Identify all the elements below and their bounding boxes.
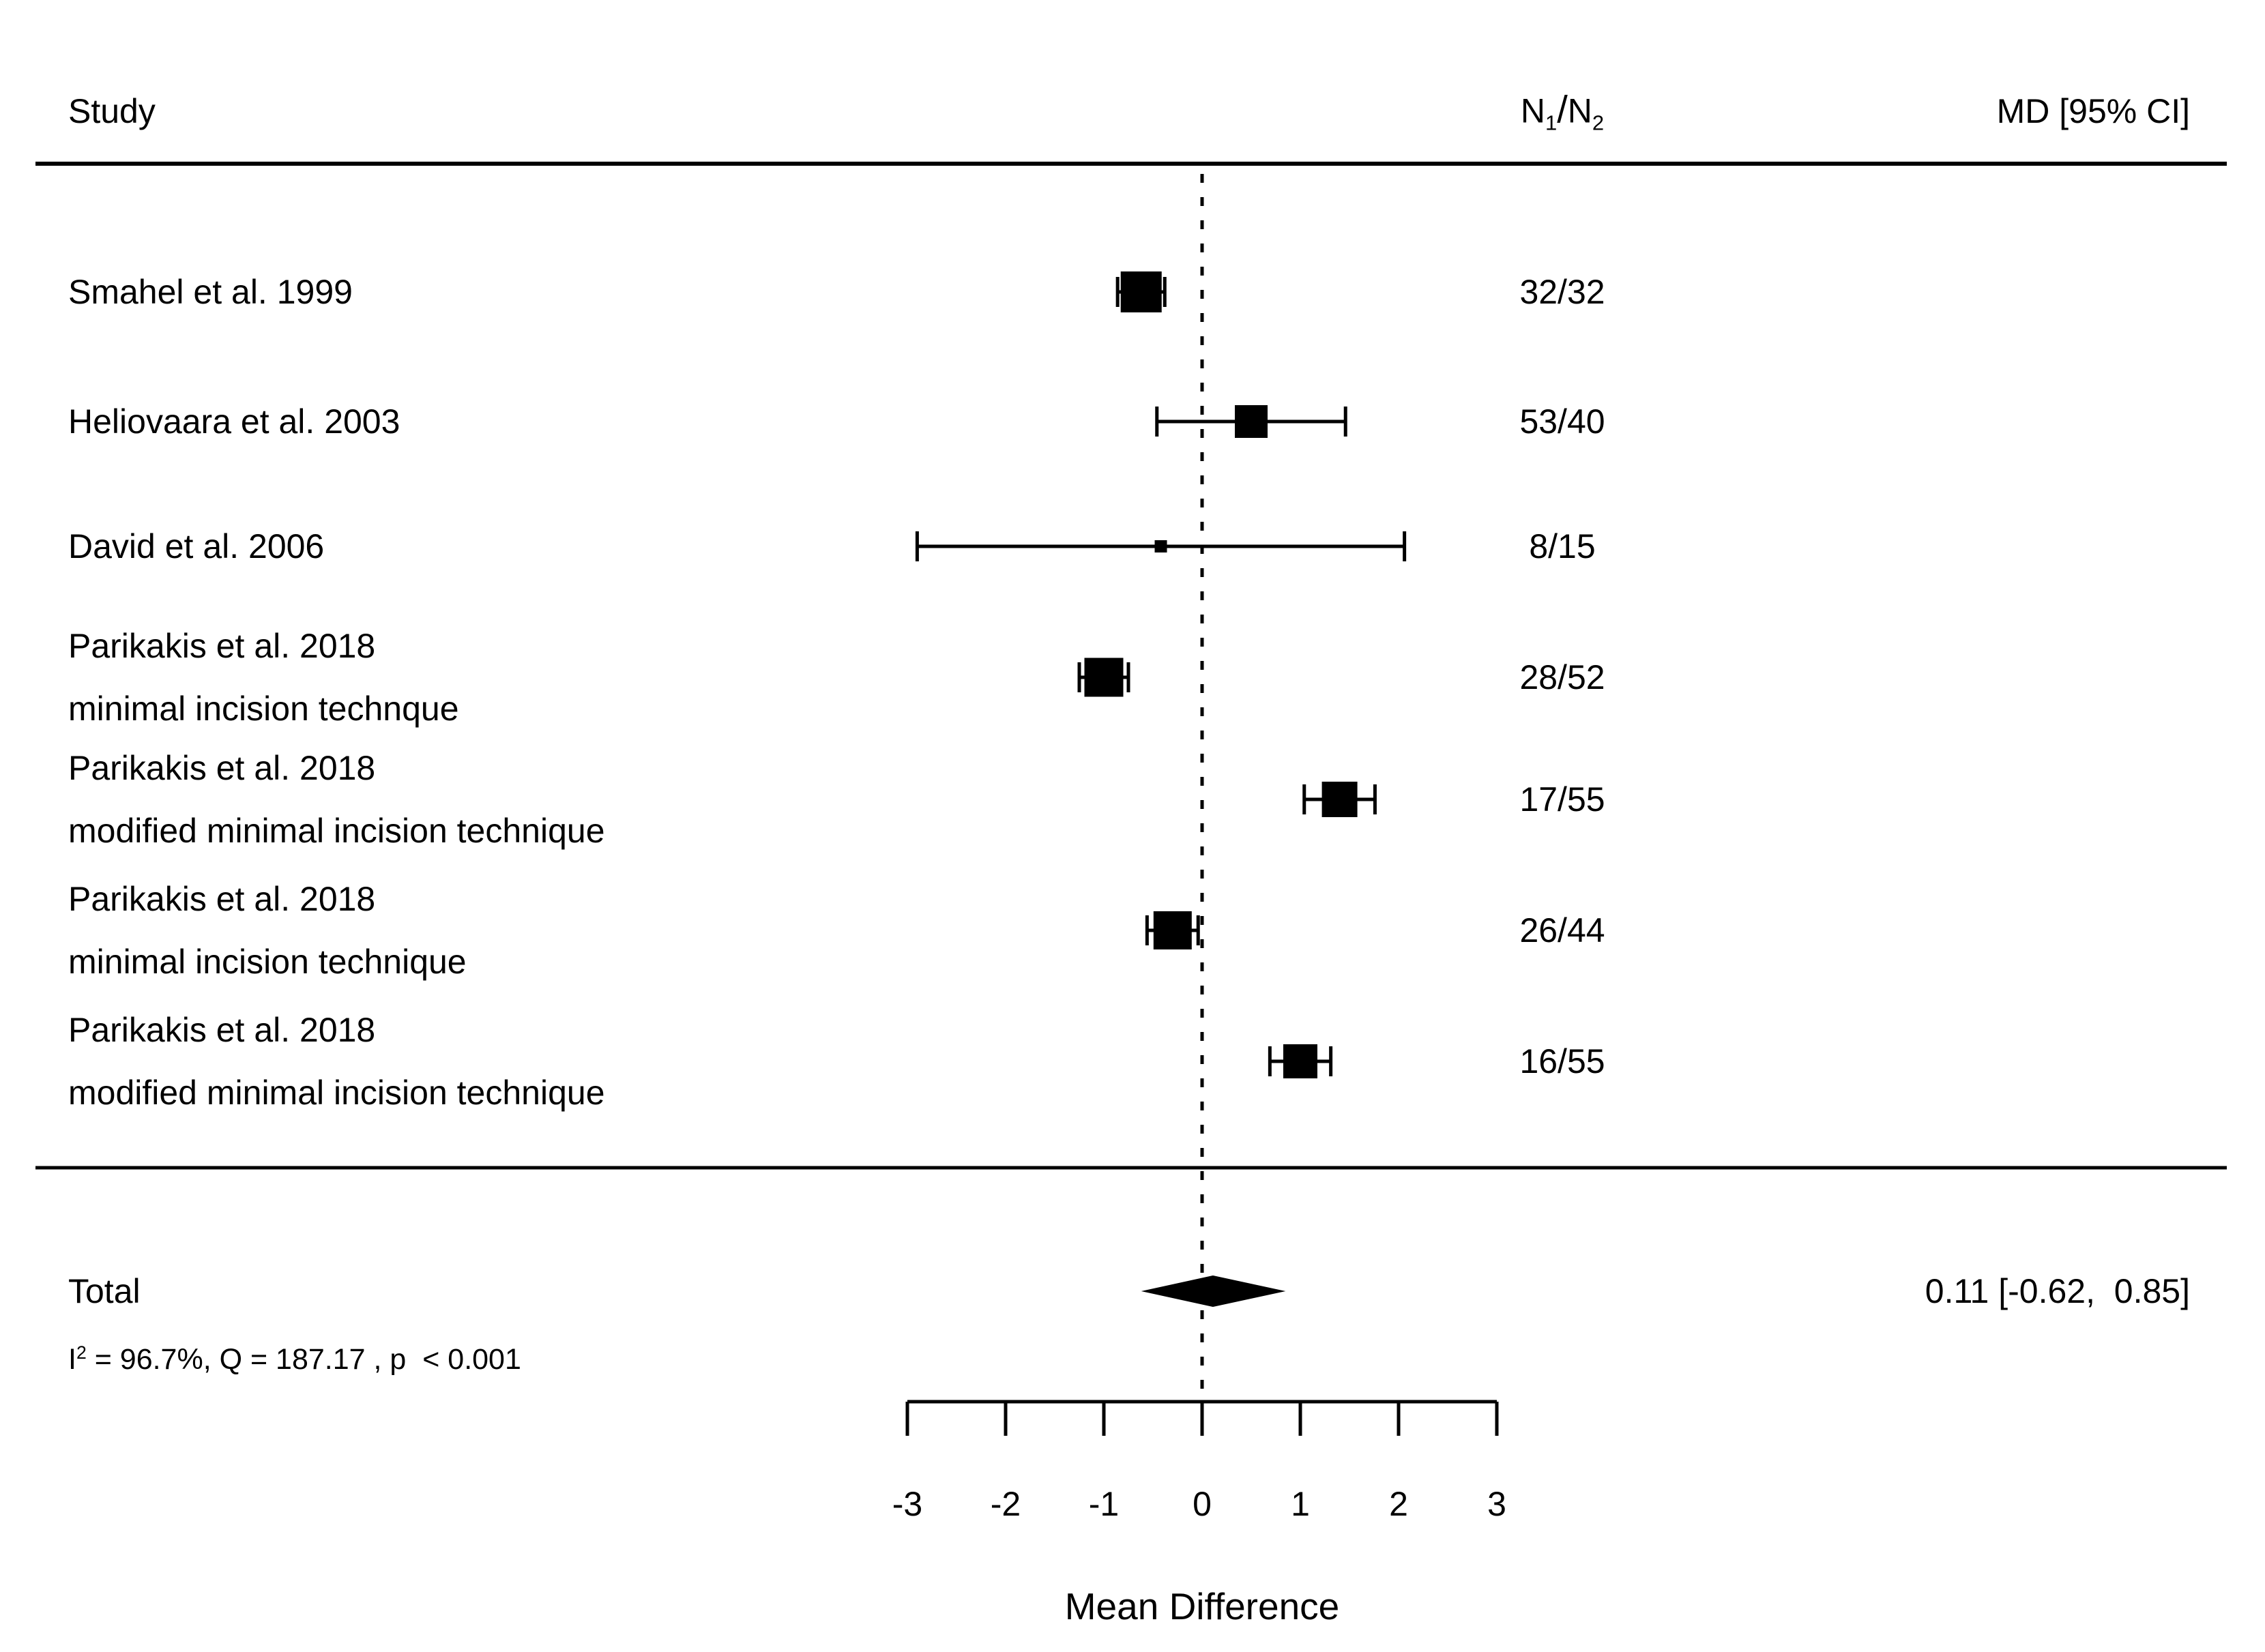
summary-diamond [1141, 1275, 1286, 1307]
study-label-line2: modified minimal incision technique [68, 1074, 605, 1112]
study-label-line1: Parikakis et al. 2018 [68, 1011, 376, 1049]
study-square-marker [1084, 658, 1124, 697]
slash-glyph: / [1557, 87, 1568, 131]
study-square-marker [1120, 271, 1162, 312]
column-header-md: MD [95% CI] [1996, 92, 2190, 130]
heterogeneity-text: = 96.7%, Q = 187.17 , p < 0.001 [86, 1343, 521, 1376]
study-label-line2: minimal incision technique [68, 943, 467, 981]
x-axis-tick-label: 0 [1193, 1485, 1212, 1523]
study-n-value: 32/32 [1519, 273, 1605, 311]
n1-text: N [1520, 91, 1545, 130]
column-header-study: Study [68, 92, 156, 130]
study-label-line1: Parikakis et al. 2018 [68, 880, 376, 918]
x-axis-tick-label: -3 [892, 1485, 922, 1523]
x-axis-tick-label: 1 [1291, 1485, 1310, 1523]
x-axis-title: Mean Difference [1064, 1585, 1340, 1627]
x-axis-tick-label: 2 [1389, 1485, 1408, 1523]
study-n-value: 17/55 [1519, 780, 1605, 818]
n1-subscript: 1 [1545, 110, 1558, 135]
study-n-value: 8/15 [1529, 527, 1596, 565]
study-n-value: 28/52 [1519, 658, 1605, 696]
study-n-value: 53/40 [1519, 402, 1605, 441]
i-squared-prefix: I [68, 1343, 76, 1376]
x-axis-tick-label: -2 [991, 1485, 1021, 1523]
study-label: David et al. 2006 [68, 527, 325, 565]
study-square-marker [1235, 405, 1268, 438]
study-label: Smahel et al. 1999 [68, 273, 353, 311]
study-square-marker [1153, 911, 1192, 949]
study-label-line1: Parikakis et al. 2018 [68, 749, 376, 787]
study-square-marker [1321, 782, 1358, 817]
study-label-line2: minimal incision technque [68, 690, 459, 728]
study-label-line2: modified minimal incision technique [68, 812, 605, 850]
total-label: Total [68, 1272, 141, 1310]
x-axis-tick-label: -1 [1089, 1485, 1119, 1523]
n2-text: N [1567, 91, 1592, 130]
heterogeneity-stats: I2 = 96.7%, Q = 187.17 , p < 0.001 [68, 1342, 521, 1376]
study-n-value: 16/55 [1519, 1042, 1605, 1080]
total-md-value: 0.11 [-0.62, 0.85] [1925, 1272, 2190, 1310]
column-header-n: N1/N2 [1521, 87, 1604, 136]
study-label-line1: Parikakis et al. 2018 [68, 627, 376, 665]
study-label: Heliovaara et al. 2003 [68, 402, 400, 441]
x-axis-tick-label: 3 [1487, 1485, 1506, 1523]
study-n-value: 26/44 [1519, 911, 1605, 949]
n2-subscript: 2 [1592, 110, 1605, 135]
study-square-marker [1283, 1044, 1317, 1078]
i-squared-superscript: 2 [76, 1342, 87, 1363]
study-square-marker [1154, 540, 1167, 552]
